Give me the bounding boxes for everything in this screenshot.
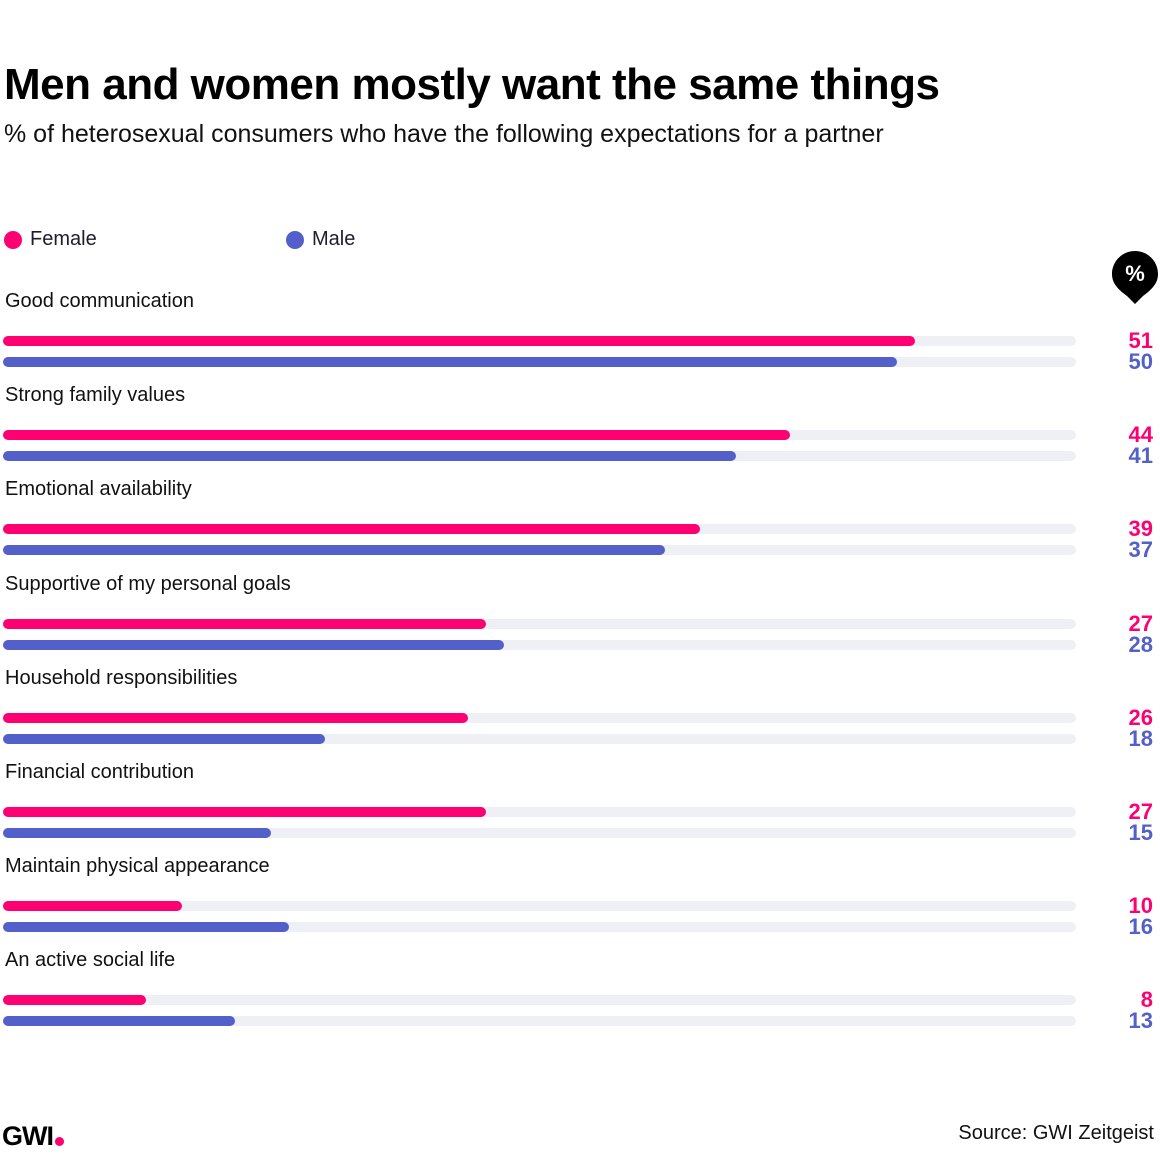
bar-male xyxy=(3,1016,236,1027)
bar-track-male xyxy=(3,545,1076,556)
gwi-logo: GWI xyxy=(2,1121,64,1152)
bar-female xyxy=(3,807,486,817)
category-row: Strong family values 44 41 xyxy=(0,384,1160,478)
value-label-male: 41 xyxy=(1128,443,1153,469)
value-label-female: 26 xyxy=(1128,704,1153,730)
value-label-male: 50 xyxy=(1128,349,1153,374)
bar-female xyxy=(3,524,701,535)
value-label-male: 13 xyxy=(1128,1008,1153,1034)
bar-female xyxy=(3,336,916,346)
legend-label-female: Female xyxy=(30,228,97,250)
bar-male xyxy=(3,828,272,838)
bar-track-female xyxy=(3,807,1076,817)
bar-male xyxy=(3,922,290,933)
logo-text: GWI xyxy=(2,1121,54,1151)
bar-female xyxy=(3,430,790,441)
bar-track-female xyxy=(3,336,1076,346)
category-row: Supportive of my personal goals 27 28 xyxy=(0,573,1160,667)
category-row: Household responsibilities 26 18 xyxy=(0,667,1160,761)
bar-female xyxy=(3,712,468,723)
value-label-male: 18 xyxy=(1128,725,1153,751)
category-label: Financial contribution xyxy=(5,761,194,783)
bar-female xyxy=(3,995,147,1006)
category-label: Emotional availability xyxy=(5,478,192,501)
bar-male xyxy=(3,451,737,462)
value-label-male: 37 xyxy=(1128,537,1153,563)
bar-track-female xyxy=(3,430,1076,441)
bar-track-male xyxy=(3,1016,1076,1027)
category-row: Financial contribution 27 15 xyxy=(0,761,1160,855)
value-label-female: 39 xyxy=(1128,516,1153,542)
category-label: Supportive of my personal goals xyxy=(5,572,291,595)
category-label: Maintain physical appearance xyxy=(5,855,270,878)
logo-dot xyxy=(55,1137,64,1146)
bar-track-male xyxy=(3,828,1076,838)
bar-track-male xyxy=(3,451,1076,462)
bar-track-female xyxy=(3,524,1076,535)
legend-swatch-male xyxy=(286,230,304,249)
bar-female xyxy=(3,901,182,912)
bar-male xyxy=(3,357,898,367)
bar-track-female xyxy=(3,712,1076,723)
source-note: Source: GWI Zeitgeist xyxy=(958,1122,1154,1144)
value-label-female: 8 xyxy=(1140,987,1153,1013)
category-row: Maintain physical appearance 10 16 xyxy=(0,855,1160,949)
bar-track-female xyxy=(3,995,1076,1006)
legend-swatch-female xyxy=(4,230,22,249)
category-label: An active social life xyxy=(5,949,176,972)
bar-track-male xyxy=(3,733,1076,744)
category-row: Good communication 51 50 xyxy=(0,290,1160,384)
legend-item-male: Male xyxy=(286,228,355,251)
value-label-female: 27 xyxy=(1128,610,1153,636)
bar-track-female xyxy=(3,618,1076,629)
bar-female xyxy=(3,618,486,629)
bar-track-female xyxy=(3,901,1076,912)
chart-title: Men and women mostly want the same thing… xyxy=(4,60,940,109)
chart-subtitle: % of heterosexual consumers who have the… xyxy=(4,120,884,148)
category-label: Household responsibilities xyxy=(5,666,238,689)
bar-male xyxy=(3,639,504,650)
value-label-male: 15 xyxy=(1128,820,1153,845)
bar-track-male xyxy=(3,922,1076,933)
value-label-female: 44 xyxy=(1128,422,1153,448)
unit-badge-text: % xyxy=(1125,261,1145,286)
bar-male xyxy=(3,733,325,744)
percent-pin-icon: % xyxy=(1112,251,1158,305)
value-label-female: 27 xyxy=(1128,799,1153,824)
category-row: Emotional availability 39 37 xyxy=(0,478,1160,572)
category-label: Strong family values xyxy=(5,384,186,407)
value-label-female: 10 xyxy=(1128,893,1153,919)
value-label-male: 28 xyxy=(1128,631,1153,657)
category-label: Good communication xyxy=(5,290,194,312)
category-row: An active social life 8 13 xyxy=(0,949,1160,1043)
legend-item-female: Female xyxy=(4,228,97,251)
bar-track-male xyxy=(3,639,1076,650)
legend-label-male: Male xyxy=(312,228,356,250)
value-label-male: 16 xyxy=(1128,914,1153,940)
bar-male xyxy=(3,545,665,556)
legend: Female Male xyxy=(4,228,604,252)
value-label-female: 51 xyxy=(1128,328,1153,353)
bar-track-male xyxy=(3,357,1076,367)
